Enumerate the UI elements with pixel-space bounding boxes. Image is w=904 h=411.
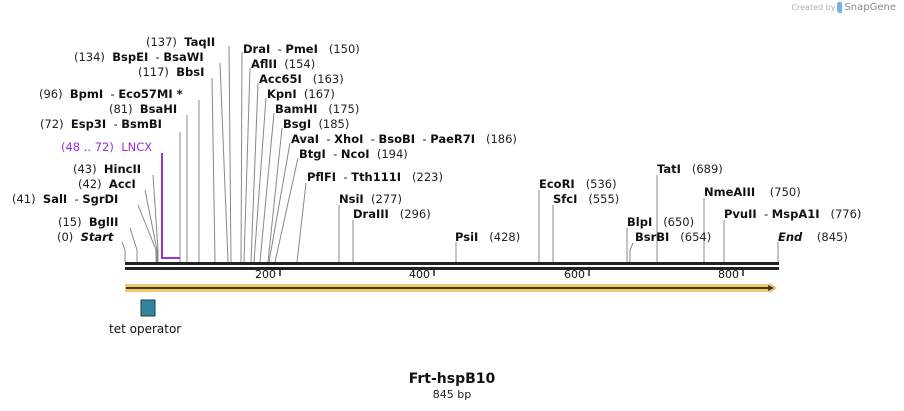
site-label-sali-sgrdi[interactable]: (41) SalI - SgrDI	[12, 192, 119, 206]
site-line-bamhi	[259, 112, 275, 263]
snapgene-logo-icon	[837, 2, 843, 13]
site-label-pvuii-mspa1i[interactable]: PvuII - MspA1I (776)	[724, 207, 862, 221]
tet-operator-label: tet operator	[109, 322, 182, 336]
site-line-start	[121, 241, 126, 262]
site-label-acci[interactable]: (42) AccI	[78, 177, 136, 191]
site-label-esp3i-bsmbi[interactable]: (72) Esp3I - BsmBI	[40, 117, 162, 131]
site-label-hincii[interactable]: (43) HincII	[73, 162, 142, 176]
site-line-pflfi	[296, 182, 307, 263]
site-line-taqii	[228, 45, 232, 263]
ruler-label-200: 200	[255, 268, 276, 281]
site-label-psii[interactable]: PsiI (428)	[455, 230, 521, 244]
snapgene-credit: Created by SnapGene	[791, 2, 896, 13]
site-label-btgi-ncoi[interactable]: BtgI - NcoI (194)	[299, 147, 408, 161]
site-label-bsahi[interactable]: (81) BsaHI	[109, 102, 178, 116]
site-lines	[121, 45, 779, 263]
site-label-bamhi[interactable]: BamHI (175)	[275, 102, 360, 116]
site-label-bsrbi[interactable]: BsrBI (654)	[635, 230, 712, 244]
orientation-arrow	[125, 283, 777, 293]
site-line-bspei	[219, 62, 229, 263]
site-label-acc65i[interactable]: Acc65I (163)	[259, 72, 344, 86]
site-label-nsii[interactable]: NsiI (277)	[339, 192, 402, 206]
site-line-avai	[268, 142, 291, 263]
map-title: Frt-hspB10	[408, 371, 496, 387]
site-line-acc65i	[250, 82, 259, 263]
site-line-bbsi	[211, 77, 216, 263]
site-label-avai-xhoi-bsobi-paer7i[interactable]: AvaI - XhoI - BsoBI - PaeR7I (186)	[291, 132, 517, 146]
site-line-bsgi	[267, 127, 283, 263]
site-label-drai-pmei[interactable]: DraI - PmeI (150)	[243, 42, 360, 56]
site-line-aflii	[243, 67, 251, 263]
site-line-bsrbi	[629, 242, 634, 262]
site-label-bspei-bsawi[interactable]: (134) BspEI - BsaWI	[74, 50, 204, 64]
site-label-nmeaiii[interactable]: NmeAIII (750)	[704, 185, 801, 199]
primer-label-lncx[interactable]: (48 .. 72) LNCX	[61, 140, 153, 154]
ruler-label-600: 600	[564, 268, 585, 281]
ruler-label-800: 800	[718, 268, 739, 281]
map-length: 845 bp	[432, 388, 472, 401]
site-label-blpi[interactable]: BlpI (650)	[627, 215, 695, 229]
site-line-btgi	[274, 157, 299, 263]
site-line-sali	[137, 204, 157, 262]
ruler-label-400: 400	[409, 268, 430, 281]
primer-lncx-marker	[161, 153, 180, 259]
site-label-taqii[interactable]: (137) TaqII	[146, 35, 216, 49]
site-label-bpmi-eco57mi[interactable]: (96) BpmI - Eco57MI *	[39, 87, 183, 101]
site-label-bbsi[interactable]: (117) BbsI	[138, 65, 205, 79]
ruler-ticks	[279, 270, 744, 276]
site-label-ecori[interactable]: EcoRI (536)	[539, 177, 617, 191]
site-line-bglii	[129, 227, 138, 262]
tet-operator-feature[interactable]	[140, 299, 156, 317]
site-label-draiii[interactable]: DraIII (296)	[353, 207, 431, 221]
site-label-aflii[interactable]: AflII (154)	[251, 57, 316, 71]
site-line-drai	[240, 51, 243, 263]
site-label-tati[interactable]: TatI (689)	[657, 162, 723, 176]
site-label-start[interactable]: (0) Start	[57, 230, 114, 244]
site-label-bsgi[interactable]: BsgI (185)	[283, 117, 350, 131]
site-line-hincii	[152, 174, 159, 262]
credit-prefix: Created by	[791, 3, 836, 12]
site-label-kpni[interactable]: KpnI (167)	[267, 87, 335, 101]
site-label-pflfi-tth111i[interactable]: PflFI - Tth111I (223)	[307, 170, 443, 184]
sequence-backbone-bottom	[125, 267, 779, 270]
site-label-bglii[interactable]: (15) BglII	[58, 215, 119, 229]
site-label-sfci[interactable]: SfcI (555)	[553, 192, 620, 206]
sequence-backbone-top	[125, 262, 779, 265]
site-label-end[interactable]: End (845)	[778, 230, 848, 244]
site-line-kpni	[253, 97, 267, 263]
site-line-acci	[144, 189, 158, 262]
credit-brand: SnapGene	[844, 2, 896, 13]
